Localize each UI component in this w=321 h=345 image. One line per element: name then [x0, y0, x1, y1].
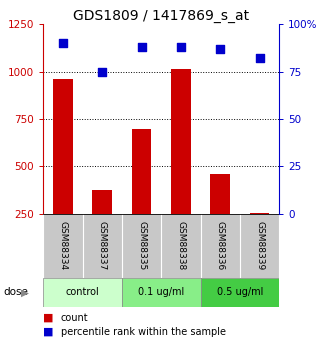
Bar — [250, 213, 269, 262]
Text: 0.1 ug/ml: 0.1 ug/ml — [138, 287, 185, 297]
Text: GSM88337: GSM88337 — [98, 221, 107, 270]
Point — [218, 46, 223, 51]
Text: 0.5 ug/ml: 0.5 ug/ml — [217, 287, 263, 297]
Bar — [132, 129, 152, 262]
Text: count: count — [61, 313, 89, 323]
Point — [139, 44, 144, 50]
Text: ■: ■ — [43, 327, 54, 337]
Text: dose: dose — [3, 287, 28, 297]
Text: GSM88338: GSM88338 — [177, 221, 186, 270]
Text: GSM88339: GSM88339 — [255, 221, 264, 270]
Bar — [122, 278, 201, 307]
Bar — [171, 69, 191, 262]
Text: percentile rank within the sample: percentile rank within the sample — [61, 327, 226, 337]
Text: ▶: ▶ — [21, 287, 29, 297]
Bar — [43, 278, 122, 307]
Text: ■: ■ — [43, 313, 54, 323]
Bar — [201, 278, 279, 307]
Point — [178, 44, 184, 50]
Bar — [211, 174, 230, 262]
Text: GSM88334: GSM88334 — [58, 221, 67, 270]
Text: control: control — [66, 287, 100, 297]
Point — [60, 40, 65, 46]
Bar — [53, 79, 73, 262]
Point — [257, 56, 262, 61]
Point — [100, 69, 105, 75]
Bar — [92, 190, 112, 262]
Text: GSM88336: GSM88336 — [216, 221, 225, 270]
Title: GDS1809 / 1417869_s_at: GDS1809 / 1417869_s_at — [73, 9, 249, 23]
Text: GSM88335: GSM88335 — [137, 221, 146, 270]
